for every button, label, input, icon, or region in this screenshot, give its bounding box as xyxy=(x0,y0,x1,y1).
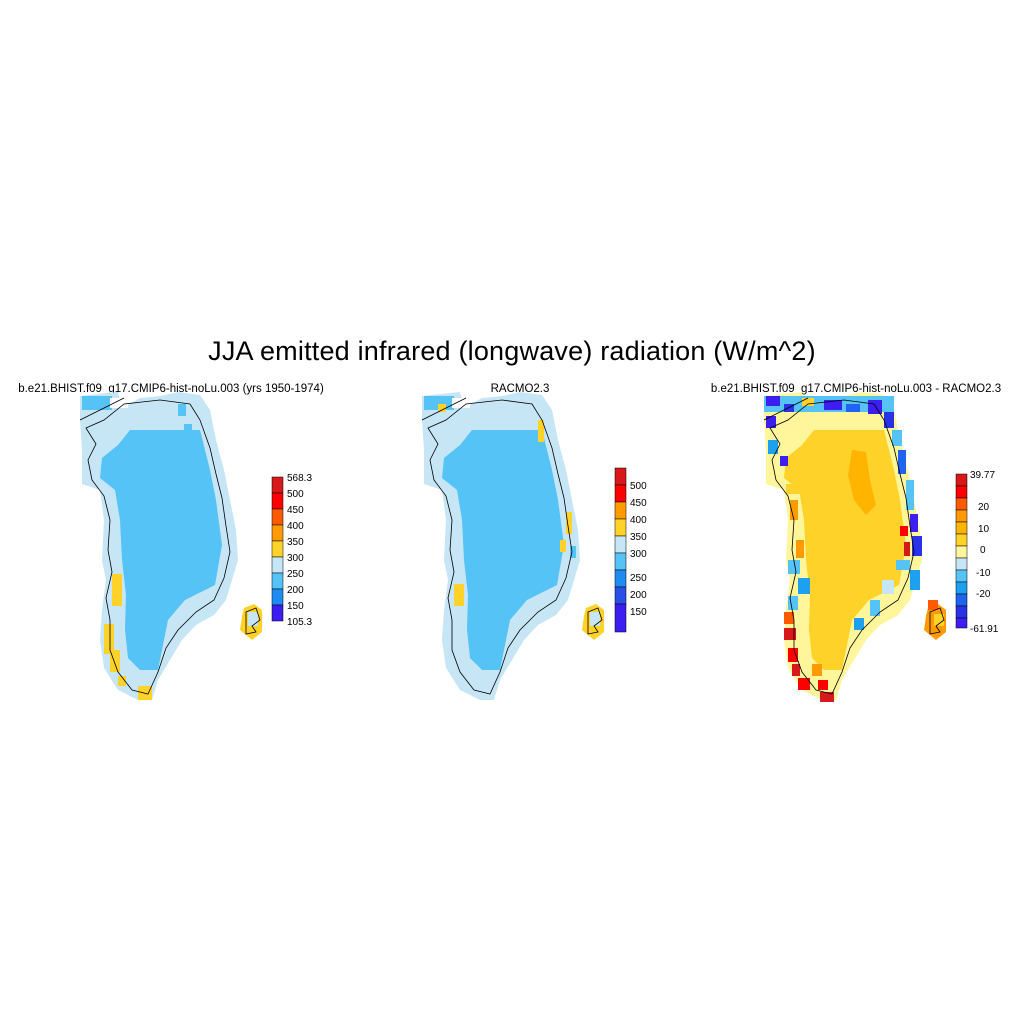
cb2-label-0: 500 xyxy=(630,481,647,492)
cb3-label-3: 0 xyxy=(980,545,986,556)
panel-3-colorbar: 39.77 20 10 0 -10 -20 -61.91 xyxy=(955,470,999,635)
cb1-box-4 xyxy=(271,540,284,558)
cb1-box-1 xyxy=(271,492,284,510)
figure-title: JJA emitted infrared (longwave) radiatio… xyxy=(208,336,816,366)
cb2-label-5: 250 xyxy=(630,573,647,584)
cb1-label-3: 400 xyxy=(287,521,304,532)
cb3-label-2: 10 xyxy=(978,524,990,535)
panel-2-colorbar: 500 450 400 350 300 250 200 150 xyxy=(614,467,647,633)
panel-1-map xyxy=(79,392,262,700)
cb3-label-4: -10 xyxy=(976,568,991,579)
panel-3-map xyxy=(763,392,946,702)
cb1-box-7 xyxy=(271,588,284,606)
cb1-label-0: 568.3 xyxy=(287,473,312,484)
cb2-box-7 xyxy=(614,586,627,605)
cb1-box-2 xyxy=(271,508,284,526)
cb3-box-9 xyxy=(955,581,968,595)
cb3-box-4 xyxy=(955,521,968,535)
cb2-box-6 xyxy=(614,569,627,588)
cb1-label-2: 450 xyxy=(287,505,304,516)
cb3-label-6: -61.91 xyxy=(970,624,999,635)
cb2-label-7: 150 xyxy=(630,607,647,618)
cb3-box-12 xyxy=(955,617,968,629)
cb3-box-0 xyxy=(955,473,968,487)
cb1-box-5 xyxy=(271,556,284,574)
cb1-label-4: 350 xyxy=(287,537,304,548)
panel-1-title: b.e21.BHIST.f09_g17.CMIP6-hist-noLu.003 … xyxy=(18,383,324,395)
panel-2-map xyxy=(421,392,604,700)
cb3-box-1 xyxy=(955,485,968,499)
cb1-label-9: 105.3 xyxy=(287,617,312,628)
cb2-box-8 xyxy=(614,603,627,633)
cb2-box-2 xyxy=(614,501,627,520)
cb3-box-5 xyxy=(955,533,968,547)
panel-3-title: b.e21.BHIST.f09_g17.CMIP6-hist-noLu.003 … xyxy=(710,383,1002,395)
panel-1-colorbar: 568.3 500 450 400 350 300 250 200 150 10… xyxy=(271,473,312,628)
cb3-box-11 xyxy=(955,605,968,619)
cb2-box-4 xyxy=(614,535,627,554)
cb3-box-2 xyxy=(955,497,968,511)
cb2-label-1: 450 xyxy=(630,498,647,509)
cb1-label-5: 300 xyxy=(287,553,304,564)
cb3-label-5: -20 xyxy=(976,589,991,600)
cb2-box-5 xyxy=(614,552,627,571)
cb1-box-6 xyxy=(271,572,284,590)
cb2-label-2: 400 xyxy=(630,515,647,526)
cb1-label-7: 200 xyxy=(287,585,304,596)
cb3-label-1: 20 xyxy=(978,502,990,513)
cb1-label-6: 250 xyxy=(287,569,304,580)
panel-2-title: RACMO2.3 xyxy=(490,383,550,395)
cb1-box-3 xyxy=(271,524,284,542)
cb3-box-7 xyxy=(955,557,968,571)
cb1-box-0 xyxy=(271,476,284,494)
cb2-label-6: 200 xyxy=(630,590,647,601)
cb3-box-3 xyxy=(955,509,968,523)
cb2-label-3: 350 xyxy=(630,532,647,543)
cb3-box-6 xyxy=(955,545,968,559)
cb2-box-0 xyxy=(614,467,627,486)
cb3-box-8 xyxy=(955,569,968,583)
cb2-label-4: 300 xyxy=(630,549,647,560)
cb2-box-3 xyxy=(614,518,627,537)
cb2-box-1 xyxy=(614,484,627,503)
cb3-label-0: 39.77 xyxy=(970,470,995,481)
cb3-box-10 xyxy=(955,593,968,607)
cb1-box-8 xyxy=(271,604,284,622)
cb1-label-1: 500 xyxy=(287,489,304,500)
cb1-label-8: 150 xyxy=(287,601,304,612)
